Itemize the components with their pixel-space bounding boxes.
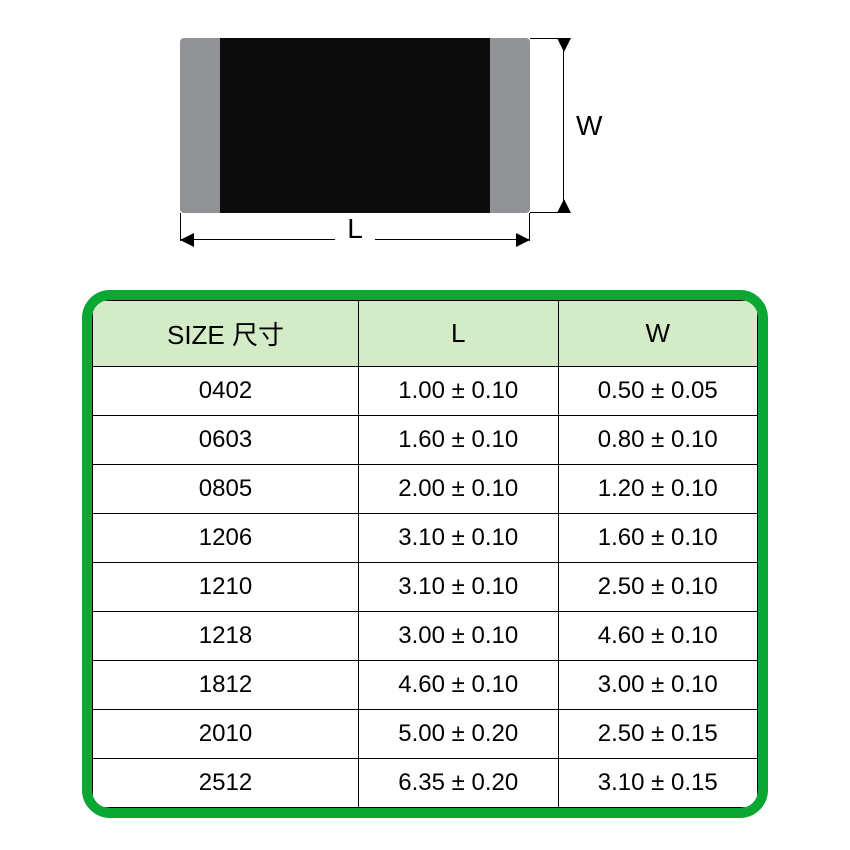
cell-l: 3.10 ± 0.10 <box>359 563 559 612</box>
cell-l: 2.00 ± 0.10 <box>359 465 559 514</box>
dimension-w: W <box>552 38 612 213</box>
table-row: 12183.00 ± 0.104.60 ± 0.10 <box>93 612 758 661</box>
table-row: 25126.35 ± 0.203.10 ± 0.15 <box>93 759 758 808</box>
cell-w: 3.10 ± 0.15 <box>558 759 758 808</box>
figure-canvas: W L SIZE 尺寸 L W <box>0 0 850 850</box>
cell-l: 3.00 ± 0.10 <box>359 612 559 661</box>
size-table: SIZE 尺寸 L W 04021.00 ± 0.100.50 ± 0.0506… <box>92 300 758 808</box>
cell-w: 2.50 ± 0.10 <box>558 563 758 612</box>
cell-size: 1206 <box>93 514 359 563</box>
cell-size: 0603 <box>93 416 359 465</box>
cell-w: 2.50 ± 0.15 <box>558 710 758 759</box>
col-header-l: L <box>359 301 559 367</box>
cell-w: 4.60 ± 0.10 <box>558 612 758 661</box>
dimension-l-label: L <box>335 213 375 245</box>
cell-size: 2010 <box>93 710 359 759</box>
cell-size: 1218 <box>93 612 359 661</box>
dimension-l: L <box>180 223 530 263</box>
table-row: 08052.00 ± 0.101.20 ± 0.10 <box>93 465 758 514</box>
cell-w: 0.50 ± 0.05 <box>558 367 758 416</box>
table-body: 04021.00 ± 0.100.50 ± 0.0506031.60 ± 0.1… <box>93 367 758 808</box>
col-header-w: W <box>558 301 758 367</box>
cell-l: 1.60 ± 0.10 <box>359 416 559 465</box>
table-header-row: SIZE 尺寸 L W <box>93 301 758 367</box>
col-header-size: SIZE 尺寸 <box>93 301 359 367</box>
component-diagram: W L <box>180 28 660 258</box>
cell-l: 5.00 ± 0.20 <box>359 710 559 759</box>
cell-size: 0805 <box>93 465 359 514</box>
cell-l: 6.35 ± 0.20 <box>359 759 559 808</box>
cell-w: 3.00 ± 0.10 <box>558 661 758 710</box>
cell-size: 1210 <box>93 563 359 612</box>
cell-size: 2512 <box>93 759 359 808</box>
cell-w: 0.80 ± 0.10 <box>558 416 758 465</box>
cell-l: 4.60 ± 0.10 <box>359 661 559 710</box>
chip-body <box>220 38 490 213</box>
size-table-frame: SIZE 尺寸 L W 04021.00 ± 0.100.50 ± 0.0506… <box>82 290 768 818</box>
table-row: 12063.10 ± 0.101.60 ± 0.10 <box>93 514 758 563</box>
cell-l: 1.00 ± 0.10 <box>359 367 559 416</box>
dimension-w-label: W <box>576 110 602 142</box>
smd-chip <box>180 38 530 213</box>
table-row: 18124.60 ± 0.103.00 ± 0.10 <box>93 661 758 710</box>
table-row: 06031.60 ± 0.100.80 ± 0.10 <box>93 416 758 465</box>
table-row: 04021.00 ± 0.100.50 ± 0.05 <box>93 367 758 416</box>
cell-size: 1812 <box>93 661 359 710</box>
cell-l: 3.10 ± 0.10 <box>359 514 559 563</box>
cell-size: 0402 <box>93 367 359 416</box>
cell-w: 1.60 ± 0.10 <box>558 514 758 563</box>
cell-w: 1.20 ± 0.10 <box>558 465 758 514</box>
table-row: 12103.10 ± 0.102.50 ± 0.10 <box>93 563 758 612</box>
table-row: 20105.00 ± 0.202.50 ± 0.15 <box>93 710 758 759</box>
